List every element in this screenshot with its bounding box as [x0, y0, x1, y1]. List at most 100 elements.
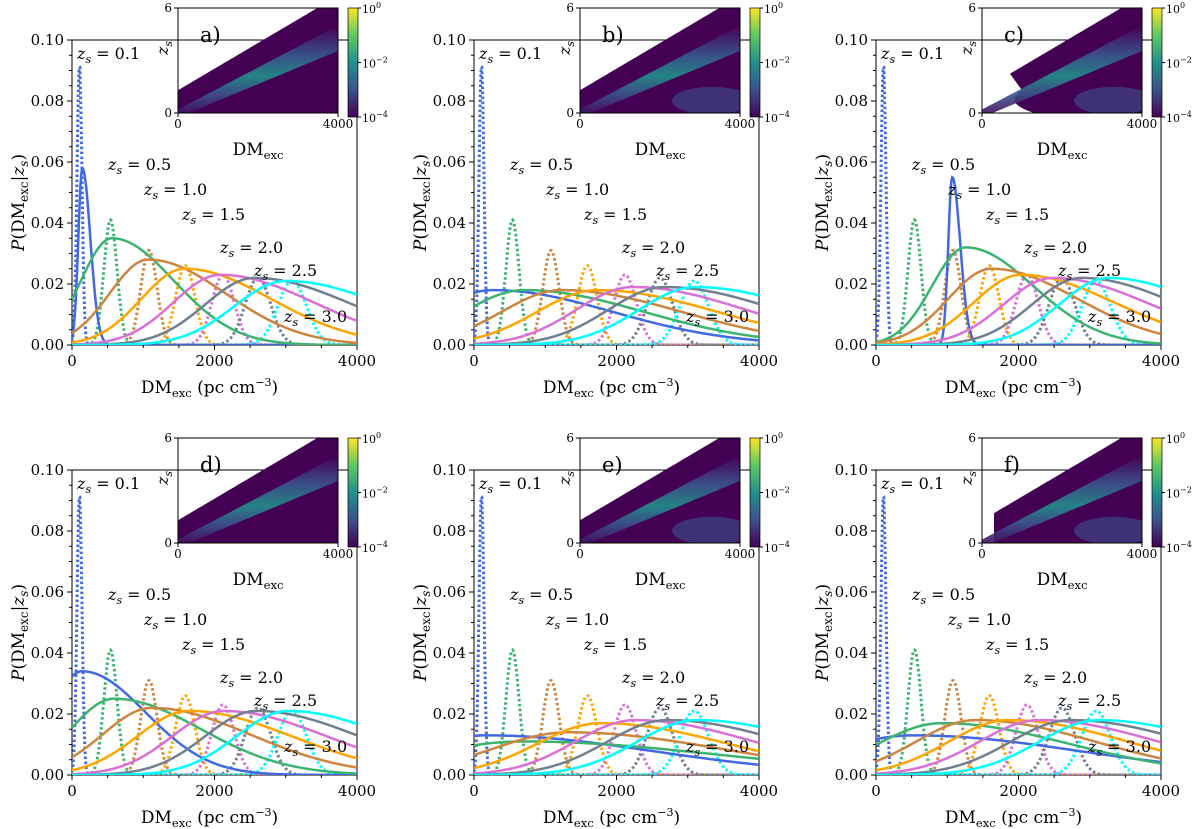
series-label-z0_5: zs = 0.5 — [107, 585, 171, 607]
series-label-z2_5: zs = 2.5 — [655, 691, 719, 713]
y-tick-label: 0.08 — [31, 92, 64, 110]
solid-curve-z1_0 — [876, 267, 1161, 345]
inset-heatmap — [580, 438, 740, 543]
colorbar-tick-label: 100 — [1166, 431, 1185, 446]
dotted-curve-z0_5 — [474, 647, 759, 775]
colorbar-tick-label: 10−2 — [1166, 56, 1192, 71]
series-label-z2_0: zs = 2.0 — [621, 668, 685, 690]
y-tick-label: 0.02 — [433, 275, 466, 293]
inset-y-tick-label: 6 — [566, 1, 574, 15]
inset-x-tick-label: 4000 — [1127, 117, 1158, 131]
series-label-z0_1: zs = 0.1 — [880, 44, 944, 66]
y-tick-label: 0.08 — [31, 522, 64, 540]
inset-region — [178, 8, 338, 113]
y-axis-label: P(DMexc|zs) — [411, 154, 433, 252]
x-axis-label: DMexc (pc cm−3) — [945, 376, 1082, 400]
x-tick-label: 2000 — [999, 782, 1037, 800]
series-label-z1_5: zs = 1.5 — [985, 205, 1049, 227]
inset: 0 6 0 4000 zs DMexc b) 100 10−2 10−4 — [555, 1, 790, 162]
inset: 0 6 0 4000 zs DMexc a) 100 10−2 10−4 — [153, 1, 388, 162]
inset-bend — [672, 516, 740, 543]
colorbar-tick-label: 10−2 — [764, 56, 790, 71]
x-tick-label: 4000 — [338, 352, 376, 370]
y-tick-label: 0.06 — [433, 583, 466, 601]
y-tick-label: 0.00 — [31, 766, 64, 784]
series-label-z0_1: zs = 0.1 — [76, 474, 140, 496]
inset-y-tick-label: 6 — [164, 431, 172, 445]
solid-curve-z1_5 — [876, 273, 1161, 345]
series-label-z2_5: zs = 2.5 — [655, 261, 719, 283]
series-label-z0_5: zs = 0.5 — [509, 155, 573, 177]
y-tick-label: 0.10 — [433, 461, 466, 479]
series-label-z0_1: zs = 0.1 — [478, 44, 542, 66]
solid-curve-z1_5 — [72, 267, 357, 344]
solid-curve-z2_5 — [72, 709, 357, 775]
series-label-z1_0: zs = 1.0 — [143, 610, 207, 632]
curves — [72, 65, 357, 345]
inset-x-tick-label: 4000 — [323, 547, 354, 561]
series-label-z2_0: zs = 2.0 — [1023, 668, 1087, 690]
series-label-z0_5: zs = 0.5 — [911, 585, 975, 607]
series-label-z3_0: zs = 3.0 — [283, 307, 347, 329]
solid-curve-z2_0 — [876, 718, 1161, 775]
x-axis-label: DMexc (pc cm−3) — [543, 806, 680, 829]
inset-y-label: zs — [153, 41, 175, 56]
colorbar-tick-label: 100 — [362, 1, 381, 16]
y-axis-label: P(DMexc|zs) — [411, 584, 433, 682]
inset-y-tick-label: 6 — [968, 431, 976, 445]
colorbar-tick-label: 10−2 — [764, 486, 790, 501]
y-tick-label: 0.00 — [433, 336, 466, 354]
inset-heatmap — [178, 438, 338, 543]
inset-bend — [1074, 516, 1142, 543]
x-tick-label: 0 — [871, 352, 881, 370]
inset-band — [178, 25, 338, 113]
solid-curve-z0_5 — [72, 697, 357, 775]
x-tick-label: 4000 — [740, 352, 778, 370]
inset-bend — [1074, 86, 1142, 113]
inset-x-label: DMexc — [635, 140, 686, 162]
y-tick-label: 0.04 — [835, 644, 868, 662]
series-label-z0_5: zs = 0.5 — [107, 155, 171, 177]
panel-label: c) — [1004, 23, 1024, 47]
inset-heatmap — [982, 438, 1142, 543]
colorbar — [1151, 437, 1163, 548]
inset-x-tick-label: 0 — [978, 117, 986, 131]
series-label-z1_0: zs = 1.0 — [545, 610, 609, 632]
colorbar — [749, 437, 761, 548]
x-tick-label: 4000 — [1142, 782, 1180, 800]
colorbar-tick-label: 100 — [362, 431, 381, 446]
colorbar-tick-label: 10−4 — [764, 110, 790, 125]
colorbar — [347, 437, 359, 548]
colorbar-tick-label: 10−4 — [1166, 540, 1192, 555]
series-label-z0_5: zs = 0.5 — [509, 585, 573, 607]
inset-x-tick-label: 0 — [576, 547, 584, 561]
inset-y-label: zs — [555, 471, 577, 486]
colorbar-tick-label: 10−4 — [764, 540, 790, 555]
solid-curve-z0_1 — [876, 734, 1161, 764]
solid-curve-z1_0 — [72, 258, 357, 345]
y-axis-label: P(DMexc|zs) — [813, 584, 835, 682]
panel-d: 0.00 0.02 0.04 0.06 0.08 0.10 0 2000 4000 DMexc (… — [9, 431, 388, 829]
series-label-z1_0: zs = 1.0 — [947, 610, 1011, 632]
x-axis-label: DMexc (pc cm−3) — [141, 376, 278, 400]
series-label-z1_0: zs = 1.0 — [143, 180, 207, 202]
y-tick-label: 0.10 — [31, 461, 64, 479]
inset-heatmap — [982, 8, 1142, 113]
series-label-z2_5: zs = 2.5 — [253, 261, 317, 283]
curves — [876, 495, 1161, 775]
inset-heatmap — [178, 8, 338, 113]
y-tick-label: 0.02 — [835, 705, 868, 723]
y-tick-label: 0.08 — [433, 522, 466, 540]
inset-band — [580, 25, 740, 113]
solid-curve-z2_5 — [474, 285, 759, 345]
y-tick-label: 0.06 — [433, 153, 466, 171]
x-tick-label: 4000 — [740, 782, 778, 800]
panel-f: 0.00 0.02 0.04 0.06 0.08 0.10 0 2000 4000 DMexc (… — [813, 431, 1192, 829]
inset-x-tick-label: 0 — [978, 547, 986, 561]
y-tick-label: 0.08 — [835, 522, 868, 540]
solid-curve-z0_1 — [72, 670, 357, 775]
y-tick-label: 0.10 — [835, 461, 868, 479]
inset-y-tick-label: 0 — [566, 536, 574, 550]
curves — [474, 495, 759, 775]
solid-curve-z3_0 — [876, 718, 1161, 775]
